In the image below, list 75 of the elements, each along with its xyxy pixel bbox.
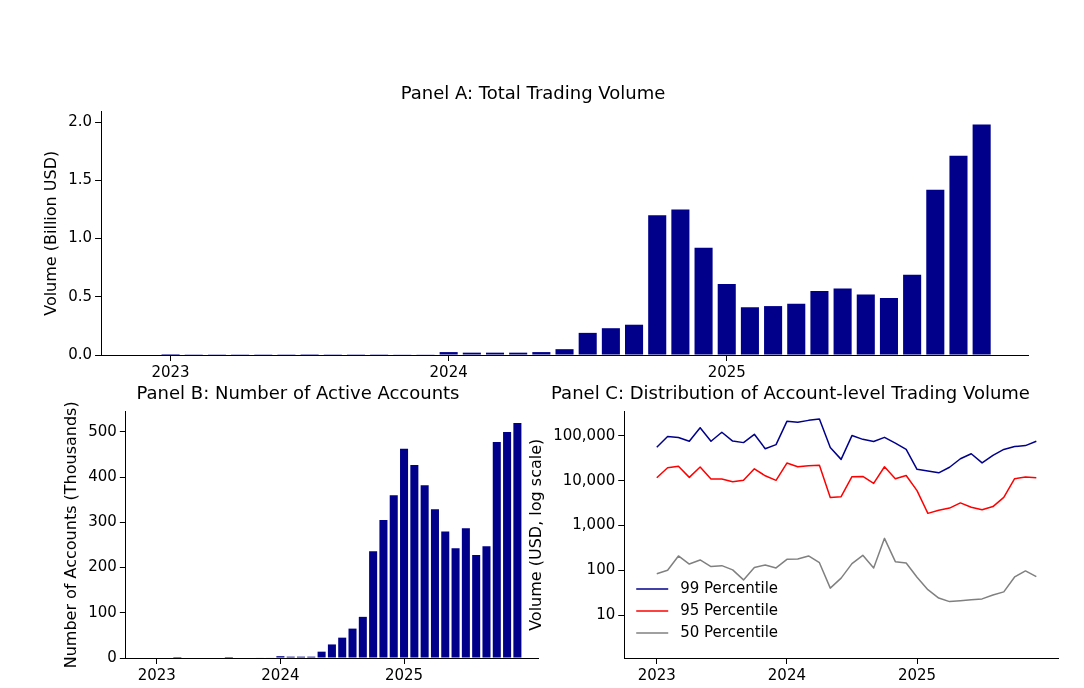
- bar: [764, 306, 783, 355]
- y-axis-title: Volume (Billion USD): [40, 150, 60, 316]
- bar: [472, 554, 481, 658]
- x-tick-label: 2023: [637, 665, 676, 684]
- y-tick-label: 100,000: [553, 425, 616, 444]
- bar: [451, 548, 460, 658]
- bar: [879, 297, 898, 355]
- y-tick-label: 10,000: [562, 470, 616, 489]
- bar: [327, 644, 336, 658]
- bar: [903, 274, 922, 355]
- y-tick-label: 0: [107, 647, 117, 666]
- legend-label: 50 Percentile: [680, 622, 779, 641]
- bar: [430, 509, 439, 658]
- bar: [949, 155, 968, 355]
- bar: [420, 485, 429, 658]
- chart-title: Panel C: Distribution of Account-level Trading Volume: [551, 382, 1030, 404]
- x-tick-label: 2023: [151, 362, 190, 381]
- bar: [810, 290, 829, 355]
- bar: [461, 528, 470, 658]
- bar: [379, 520, 388, 658]
- bar: [503, 431, 512, 658]
- bar: [926, 189, 945, 355]
- bar: [410, 464, 419, 658]
- bar: [317, 651, 326, 658]
- legend-label: 95 Percentile: [680, 600, 779, 619]
- x-tick-label: 2024: [429, 362, 468, 381]
- bar: [348, 628, 357, 658]
- y-axis-title: Volume (USD, log scale): [525, 438, 545, 631]
- bar: [513, 422, 522, 658]
- chart-title: Panel B: Number of Active Accounts: [136, 382, 460, 404]
- bar: [972, 124, 991, 355]
- x-tick-label: 2025: [897, 665, 937, 684]
- bar: [787, 303, 806, 355]
- y-tick-label: 100: [88, 602, 117, 621]
- bar: [833, 288, 852, 355]
- y-tick-label: 1.0: [68, 228, 93, 247]
- bar: [578, 332, 597, 355]
- y-tick-label: 10: [596, 604, 616, 623]
- y-tick-label: 2.0: [68, 111, 93, 130]
- bar: [694, 247, 713, 355]
- x-tick-label: 2024: [767, 665, 806, 684]
- chart-title: Panel A: Total Trading Volume: [400, 82, 666, 104]
- bar: [717, 283, 736, 355]
- bar: [601, 328, 620, 355]
- bar: [856, 294, 875, 355]
- y-tick-label: 200: [88, 557, 117, 576]
- bar: [338, 637, 347, 658]
- bar: [671, 209, 690, 355]
- y-tick-label: 300: [88, 512, 117, 531]
- legend-label: 99 Percentile: [680, 578, 779, 597]
- bar: [555, 349, 574, 355]
- y-tick-label: 500: [88, 421, 117, 440]
- y-tick-label: 400: [88, 467, 117, 486]
- x-tick-label: 2025: [384, 665, 424, 684]
- bar: [400, 448, 409, 658]
- bar: [439, 352, 458, 355]
- bar: [492, 441, 501, 658]
- bar: [389, 495, 398, 658]
- bar: [648, 215, 667, 355]
- x-tick-label: 2023: [137, 665, 176, 684]
- bar: [369, 551, 378, 658]
- y-tick-label: 0.0: [68, 344, 93, 363]
- x-tick-label: 2024: [261, 665, 300, 684]
- bar: [625, 324, 644, 355]
- bar: [482, 546, 491, 658]
- y-tick-label: 1,000: [572, 515, 616, 534]
- y-axis-title: Number of Accounts (Thousands): [60, 401, 80, 669]
- bar: [358, 616, 367, 658]
- x-tick-label: 2025: [707, 362, 746, 381]
- bar: [532, 352, 551, 355]
- y-tick-label: 1.5: [68, 170, 93, 189]
- y-tick-label: 100: [586, 560, 616, 579]
- bar: [740, 307, 759, 355]
- bar: [441, 531, 450, 658]
- y-tick-label: 0.5: [68, 286, 93, 305]
